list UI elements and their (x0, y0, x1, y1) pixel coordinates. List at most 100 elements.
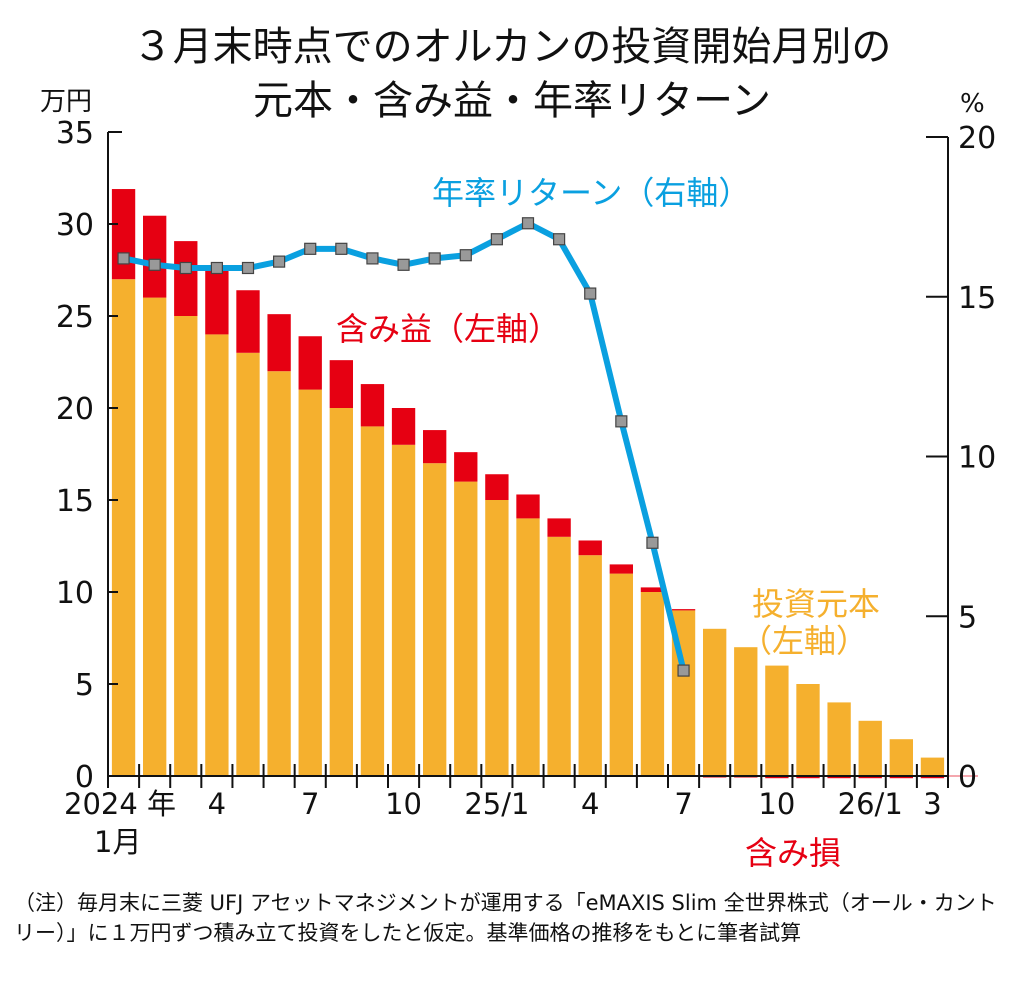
return-marker (148, 258, 161, 271)
left-axis-tick-label: 25 (56, 300, 94, 335)
left-axis-tick-label: 30 (56, 208, 94, 243)
left-axis-unit: 万円 (40, 87, 92, 117)
return-marker (210, 261, 223, 275)
return-line-layer (117, 217, 690, 677)
gain-bar (267, 314, 291, 372)
left-axis-tick-label: 10 (56, 576, 94, 611)
x-axis-tick-sublabel: 1月 (94, 825, 141, 859)
x-axis-tick-label: 3 (923, 787, 941, 821)
gain-bar (205, 268, 229, 335)
principal-bar (547, 536, 571, 776)
return-marker (459, 249, 472, 262)
principal-bar (205, 334, 229, 776)
right-axis-tick-label: 15 (958, 281, 996, 316)
left-axis-tick-label: 20 (56, 392, 94, 427)
return-marker (428, 252, 441, 265)
gain-bar (671, 609, 696, 611)
principal-bar (485, 500, 509, 776)
annotation-gain-label: 含み益（左軸） (336, 310, 560, 348)
return-marker (304, 242, 317, 255)
loss-bar (889, 776, 913, 779)
x-axis-tick-label: 7 (301, 787, 319, 821)
x-axis-tick-label: 10 (758, 787, 795, 821)
principal-bar (391, 444, 416, 776)
return-marker (241, 261, 255, 275)
principal-bar (734, 647, 758, 776)
gain-bar (640, 587, 665, 592)
return-marker (397, 258, 410, 271)
principal-bar (889, 739, 913, 776)
gain-bar (609, 564, 633, 574)
x-axis-tick-label: 7 (674, 787, 692, 821)
tick-labels-layer: 0 5 10 15 20 25 30 35 0 5 10 15 20 2024 年 1月 4 7 10 25/1 4 7… (56, 116, 996, 859)
principal-bar (143, 297, 167, 776)
x-axis-tick-label: 26/1 (838, 787, 903, 821)
gain-bar (423, 430, 447, 464)
return-marker (646, 536, 659, 549)
annotation-principal-label-line1: 投資元本 (752, 585, 880, 623)
gain-bar (516, 494, 540, 519)
gain-bar (485, 474, 509, 500)
return-marker (117, 252, 130, 265)
bars-layer (111, 189, 945, 779)
return-marker (553, 233, 566, 246)
principal-bar (609, 573, 633, 776)
loss-bar (796, 776, 820, 779)
x-axis-tick-label: 10 (385, 787, 422, 821)
return-marker (521, 217, 535, 230)
return-marker (584, 287, 597, 300)
axes-layer (107, 131, 978, 788)
gain-bar (360, 384, 385, 427)
principal-bar (454, 481, 478, 776)
gain-bar (236, 290, 260, 353)
gain-bar (547, 518, 571, 537)
right-axis-unit: % (960, 89, 985, 119)
annotation-loss-label: 含み損 (745, 834, 841, 872)
right-axis-tick-label: 10 (958, 441, 996, 476)
gain-bar (298, 336, 322, 390)
principal-bar (858, 720, 882, 776)
principal-bar (796, 684, 820, 776)
chart: ３月末時点でのオルカンの投資開始月別の 元本・含み益・年率リターン 万円 % 0… (40, 24, 996, 872)
loss-bar (920, 776, 945, 779)
right-axis-tick-label: 0 (958, 760, 977, 795)
return-marker (273, 255, 286, 268)
principal-bar (765, 665, 789, 776)
principal-bar (423, 463, 447, 776)
annotation-principal-label-line2: （左軸） (740, 622, 868, 660)
annotation-return-label: 年率リターン（右軸） (432, 174, 750, 212)
right-axis-tick-label: 5 (958, 600, 977, 635)
return-marker (179, 261, 192, 275)
return-marker (335, 242, 348, 255)
return-marker (490, 233, 503, 246)
gain-bar (174, 241, 198, 316)
principal-bar (703, 628, 727, 776)
left-axis-tick-label: 15 (56, 484, 94, 519)
right-axis-tick-label: 20 (958, 121, 996, 156)
left-axis-tick-label: 5 (75, 668, 94, 703)
x-axis-tick-label: 2024 年 (64, 787, 176, 821)
principal-bar (267, 371, 291, 776)
principal-bar (111, 279, 136, 776)
chart-title-line1: ３月末時点でのオルカンの投資開始月別の (133, 24, 892, 70)
footnote: （注）毎月末に三菱 UFJ アセットマネジメントが運用する「eMAXIS Sli… (14, 891, 997, 945)
chart-title-line2: 元本・含み益・年率リターン (253, 78, 771, 124)
principal-bar (360, 426, 385, 776)
loss-bar (765, 776, 789, 779)
return-marker (677, 664, 690, 677)
gain-bar (143, 215, 167, 298)
principal-bar (920, 757, 945, 776)
principal-bar (827, 702, 851, 776)
loss-bar (858, 776, 882, 779)
gain-bar (578, 540, 602, 556)
return-marker (615, 415, 628, 428)
gain-bar (391, 408, 416, 445)
principal-bar (329, 408, 353, 776)
loss-bar (827, 776, 851, 779)
left-axis-tick-label: 35 (56, 116, 94, 151)
left-axis-tick-label: 0 (75, 760, 94, 795)
gain-bar (111, 189, 136, 280)
principal-bar (640, 592, 665, 776)
return-marker (366, 252, 379, 265)
x-axis-tick-label: 4 (208, 787, 226, 821)
